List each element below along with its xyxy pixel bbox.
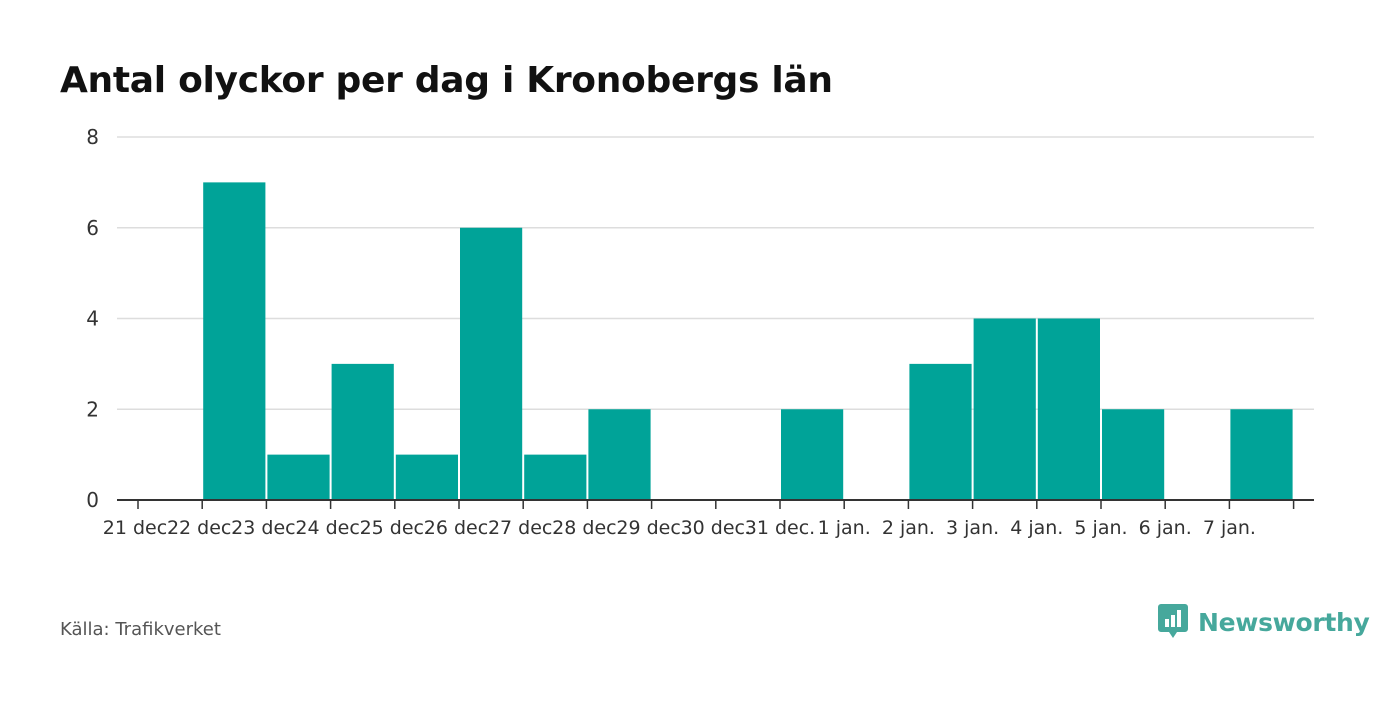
brand-name: Newsworthy (1198, 607, 1370, 637)
gridlines (117, 136, 1314, 410)
bar (395, 454, 458, 500)
y-tick-label: 8 (86, 125, 99, 149)
bar (460, 227, 523, 500)
x-tick-label: 6 jan. (1139, 517, 1192, 539)
bar (1230, 409, 1293, 500)
y-tick-label: 2 (86, 397, 99, 421)
bar (973, 318, 1036, 500)
bar (1037, 318, 1100, 500)
x-tick-label: 25 dec. (360, 517, 430, 539)
source-note: Källa: Trafikverket (60, 619, 221, 640)
bar (331, 363, 394, 500)
bar (588, 409, 651, 500)
x-tick-label: 5 jan. (1074, 517, 1127, 539)
bar-chart: 0 2 4 6 8 21 dec.22 dec.23 dec.24 dec.25 dec… (86, 125, 1314, 539)
bar (909, 363, 972, 500)
chart-title: Antal olyckor per dag i Kronobergs län (60, 60, 833, 101)
y-tick-label: 4 (86, 307, 99, 331)
x-tick-label: 2 jan. (882, 517, 935, 539)
x-tick-label: 7 jan. (1203, 517, 1256, 539)
x-tick-label: 21 dec. (103, 517, 173, 539)
x-axis: 21 dec.22 dec.23 dec.24 dec.25 dec.26 de… (103, 499, 1314, 539)
bar (781, 409, 844, 500)
bar (1102, 409, 1165, 500)
bars (203, 182, 1293, 500)
x-tick-label: 27 dec. (488, 517, 558, 539)
x-tick-label: 3 jan. (946, 517, 999, 539)
x-tick-label: 30 dec. (681, 517, 751, 539)
bar (203, 182, 266, 500)
x-tick-label: 26 dec. (424, 517, 494, 539)
x-tick-label: 29 dec. (616, 517, 686, 539)
bar (267, 454, 330, 500)
x-tick-label: 31 dec. (745, 517, 815, 539)
y-axis-tick-labels: 0 2 4 6 8 (86, 125, 99, 512)
x-tick-label: 4 jan. (1010, 517, 1063, 539)
bar (524, 454, 587, 500)
x-tick-label: 1 jan. (818, 517, 871, 539)
x-tick-label: 24 dec. (295, 517, 365, 539)
brand-logo: Newsworthy (1158, 604, 1370, 640)
x-tick-label: 23 dec. (231, 517, 301, 539)
newsworthy-logo-icon (1158, 604, 1188, 638)
x-tick-label: 28 dec. (552, 517, 622, 539)
y-tick-label: 0 (86, 488, 99, 512)
y-tick-label: 6 (86, 216, 99, 240)
x-tick-label: 22 dec. (167, 517, 237, 539)
